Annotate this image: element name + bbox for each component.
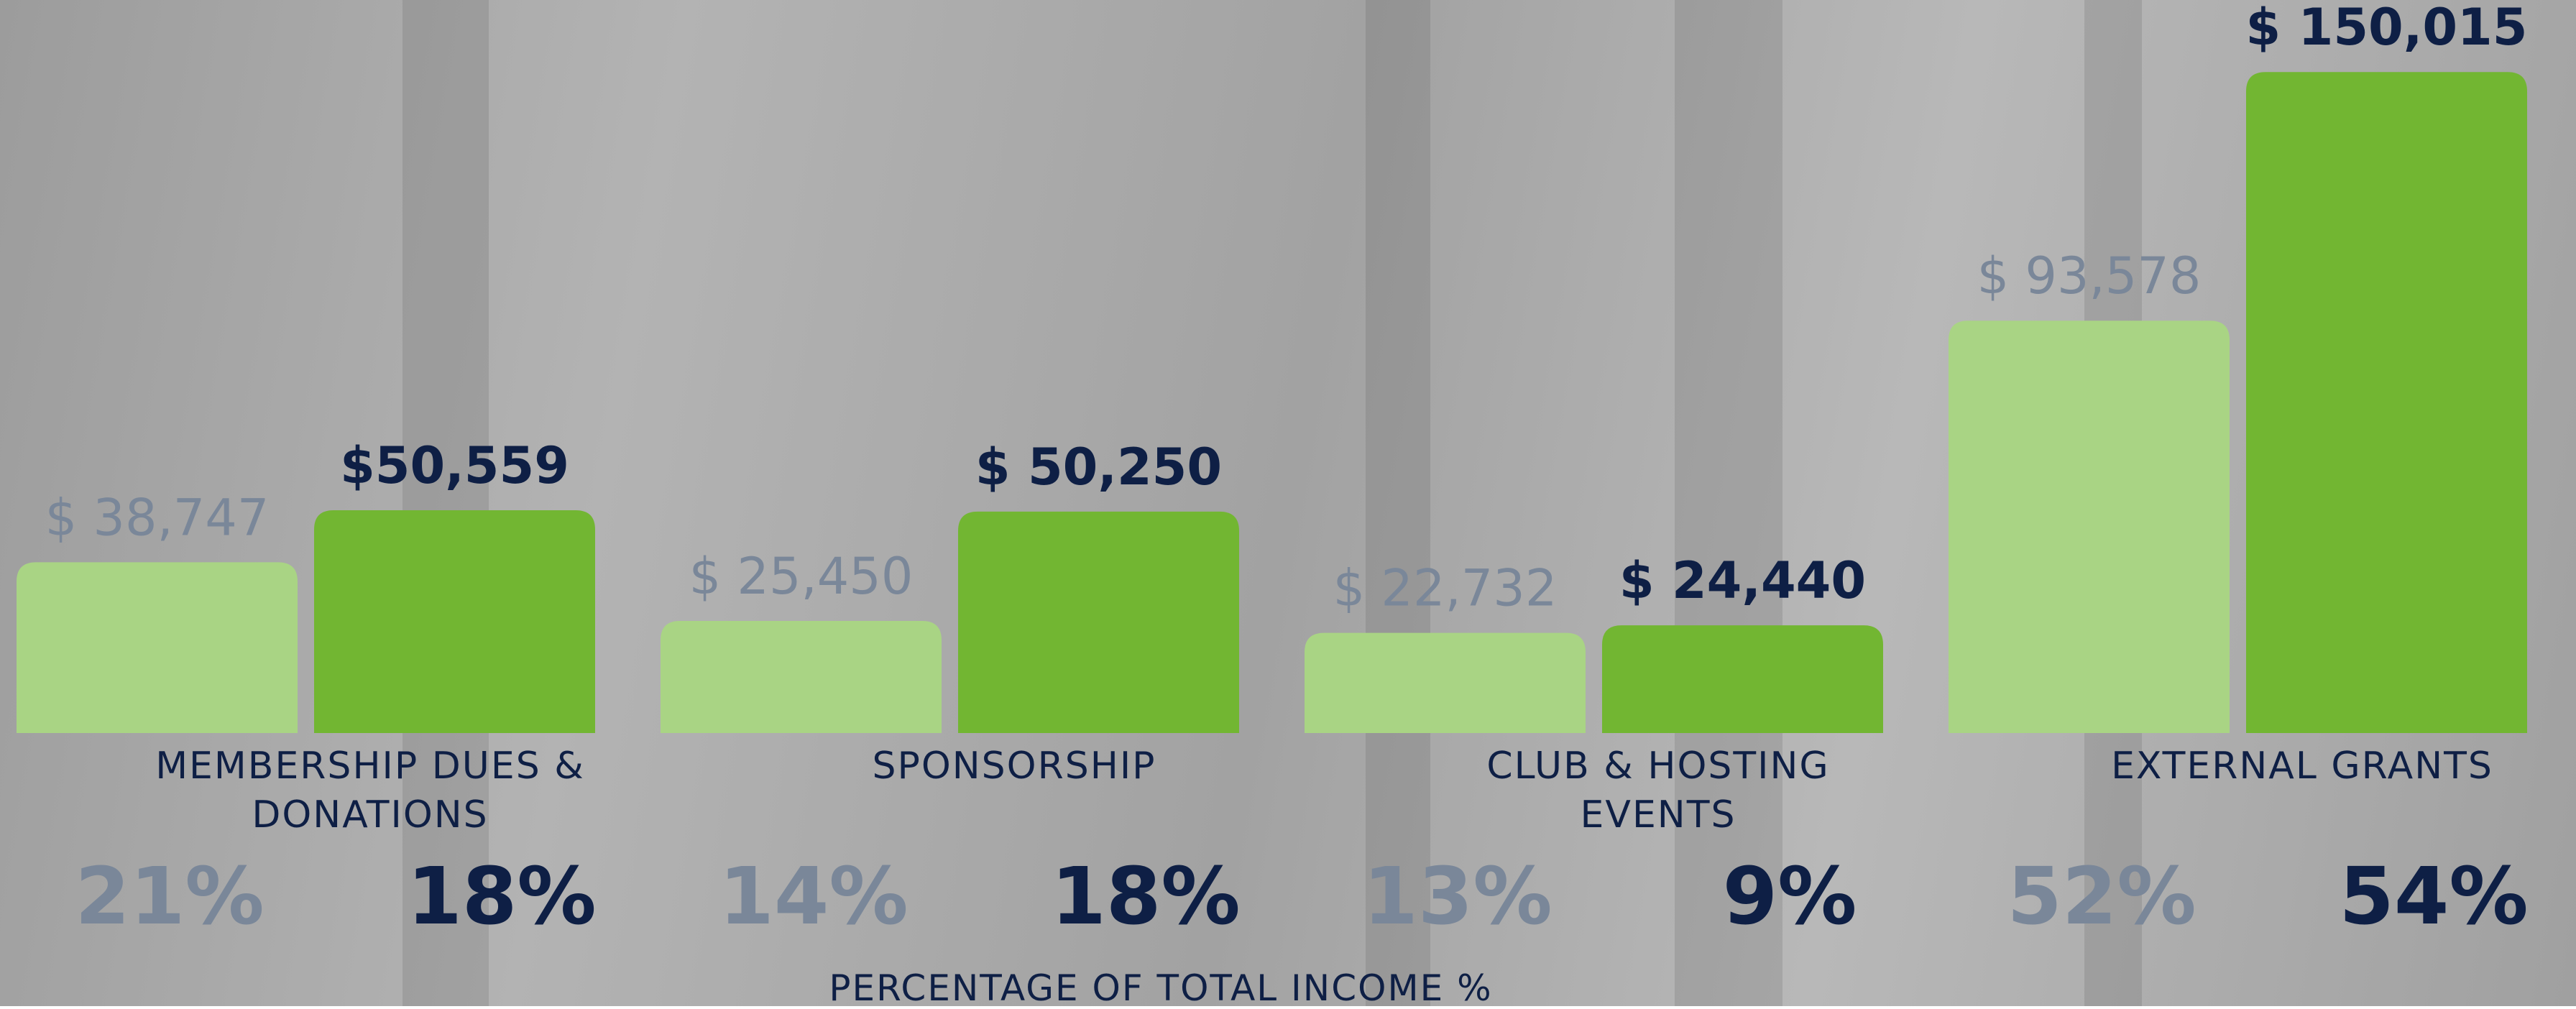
trees [402, 0, 2142, 1006]
value-label: $50,559 [340, 436, 569, 495]
percent-label: 14% [719, 850, 908, 942]
percent-label: 18% [407, 850, 596, 942]
bar [17, 562, 298, 733]
bar [661, 621, 942, 733]
bar [2246, 72, 2527, 733]
category-label: CLUB & HOSTING EVENTS [1435, 742, 1881, 839]
percent-label: 13% [1363, 850, 1552, 942]
chart: $ 38,747 21% $50,559 18% $ 25,450 14% $ 50,250… [0, 0, 2576, 1006]
bar [1949, 321, 2230, 733]
value-label: $ 25,450 [689, 547, 914, 606]
value-label: $ 22,732 [1333, 559, 1558, 618]
value-label: $ 38,747 [45, 488, 270, 547]
percent-label: 9% [1723, 850, 1857, 942]
percent-label: 54% [2339, 850, 2528, 942]
bar [1305, 633, 1586, 733]
category-label: MEMBERSHIP DUES & DONATIONS [147, 742, 593, 839]
value-label: $ 93,578 [1977, 247, 2202, 305]
page: $ 38,747 21% $50,559 18% $ 25,450 14% $ 50,250… [0, 0, 2576, 1006]
bar [958, 512, 1239, 733]
x-axis-label: PERCENTAGE OF TOTAL INCOME % [0, 967, 2322, 1009]
category-label: EXTERNAL GRANTS [2079, 742, 2525, 791]
bar [314, 510, 595, 733]
value-label: $ 150,015 [2246, 0, 2528, 57]
bar [1602, 625, 1883, 733]
percent-label: 52% [2007, 850, 2196, 942]
background: $ 38,747 21% $50,559 18% $ 25,450 14% $ 50,250… [0, 0, 2576, 1006]
percent-label: 18% [1051, 850, 1240, 942]
category-label: SPONSORSHIP [791, 742, 1237, 791]
value-label: $ 50,250 [975, 438, 1222, 497]
percent-label: 21% [75, 850, 264, 942]
value-label: $ 24,440 [1619, 551, 1866, 610]
